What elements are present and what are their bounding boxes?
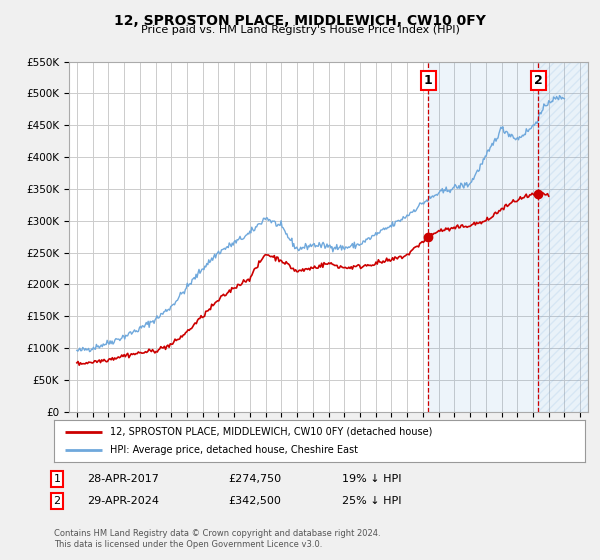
Text: 28-APR-2017: 28-APR-2017 [87, 474, 159, 484]
Text: 12, SPROSTON PLACE, MIDDLEWICH, CW10 0FY (detached house): 12, SPROSTON PLACE, MIDDLEWICH, CW10 0FY… [110, 427, 432, 437]
Text: 25% ↓ HPI: 25% ↓ HPI [342, 496, 401, 506]
Text: £274,750: £274,750 [228, 474, 281, 484]
Text: 1: 1 [53, 474, 61, 484]
Text: 19% ↓ HPI: 19% ↓ HPI [342, 474, 401, 484]
Text: Contains HM Land Registry data © Crown copyright and database right 2024.
This d: Contains HM Land Registry data © Crown c… [54, 529, 380, 549]
Bar [538, 62, 588, 412]
Text: 29-APR-2024: 29-APR-2024 [87, 496, 159, 506]
Text: 2: 2 [53, 496, 61, 506]
Text: HPI: Average price, detached house, Cheshire East: HPI: Average price, detached house, Ches… [110, 445, 358, 455]
Bar [428, 62, 538, 412]
Text: £342,500: £342,500 [228, 496, 281, 506]
Text: 12, SPROSTON PLACE, MIDDLEWICH, CW10 0FY: 12, SPROSTON PLACE, MIDDLEWICH, CW10 0FY [114, 14, 486, 28]
Text: Price paid vs. HM Land Registry's House Price Index (HPI): Price paid vs. HM Land Registry's House … [140, 25, 460, 35]
Text: 2: 2 [534, 74, 542, 87]
Text: 1: 1 [424, 74, 433, 87]
